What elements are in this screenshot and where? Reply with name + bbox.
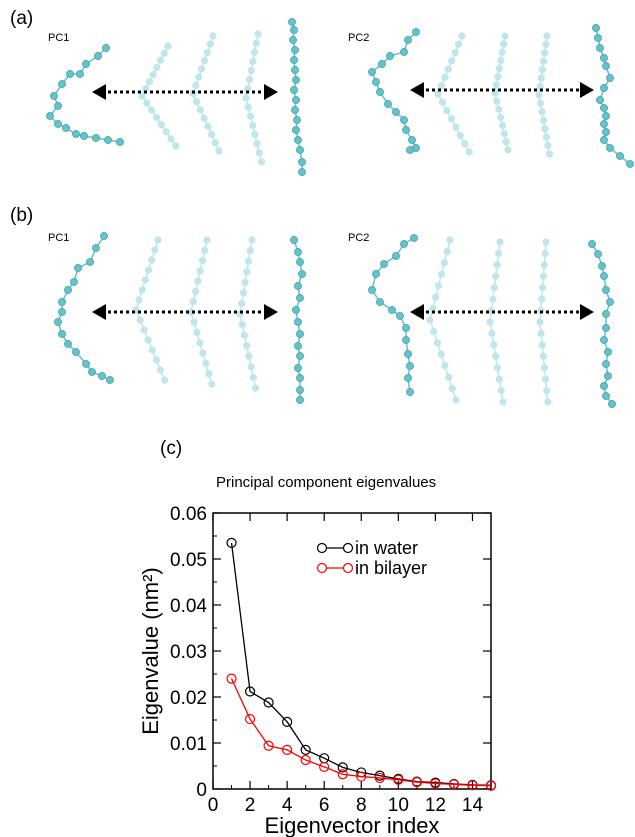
legend-marker xyxy=(316,542,328,554)
y-tick-label: 0.06 xyxy=(170,504,207,525)
data-point-bilayer xyxy=(337,769,348,780)
data-point-bilayer xyxy=(319,761,330,773)
arrow-a-pc2 xyxy=(410,82,594,98)
data-point-bilayer xyxy=(393,774,404,785)
data-point-bilayer xyxy=(300,754,311,766)
legend-label: in bilayer xyxy=(355,558,427,578)
chain-b-pc1-3 xyxy=(187,236,216,388)
y-tick-label: 0 xyxy=(196,780,207,801)
series-line-bilayer xyxy=(230,678,492,787)
panel-c-label: (c) xyxy=(160,438,183,459)
y-tick-label: 0.02 xyxy=(170,688,207,709)
data-point-bilayer xyxy=(467,780,478,791)
chain-a-pc1-2 xyxy=(138,42,180,150)
chain-b-pc2-2 xyxy=(426,236,460,404)
data-point-water xyxy=(263,697,274,708)
chain-a-pc2-3 xyxy=(491,32,512,154)
legend-marker xyxy=(316,562,328,574)
chain-a-pc2-4 xyxy=(535,32,554,158)
data-point-bilayer xyxy=(411,776,422,788)
panel-a-pc2-label: PC2 xyxy=(348,32,370,44)
y-tick-label: 0.05 xyxy=(170,550,207,571)
panel-a-pc1-label: PC1 xyxy=(48,32,70,44)
x-tick-label: 2 xyxy=(245,795,256,816)
data-point-bilayer xyxy=(244,713,256,725)
x-tick-label: 8 xyxy=(356,795,367,816)
chain-a-pc1-3 xyxy=(189,32,223,155)
chart-title: Principal component eigenvalues xyxy=(216,474,437,491)
data-point-water xyxy=(300,744,311,756)
chain-b-pc1-5 xyxy=(290,236,306,404)
data-point-bilayer xyxy=(430,778,441,789)
chain-b-pc1-1 xyxy=(54,232,114,384)
legend-marker xyxy=(342,542,354,554)
data-point-water xyxy=(282,716,293,727)
chain-a-pc1-1 xyxy=(46,44,124,146)
data-point-bilayer xyxy=(448,779,460,790)
x-tick-label: 14 xyxy=(462,795,484,816)
chain-b-pc2-3 xyxy=(486,238,507,406)
chain-b-pc2-1 xyxy=(368,234,418,396)
panel-b-label: (b) xyxy=(10,205,34,226)
data-point-bilayer xyxy=(485,780,497,791)
panel-b-pc2-label: PC2 xyxy=(348,232,370,244)
arrow-a-pc1 xyxy=(92,84,278,100)
x-tick-label: 12 xyxy=(425,795,446,816)
chain-b-pc2-5 xyxy=(588,240,616,408)
y-axis-label: Eigenvalue (nm²) xyxy=(138,567,163,735)
panel-a-label: (a) xyxy=(10,8,34,29)
chain-a-pc1-5 xyxy=(288,18,306,176)
data-point-water xyxy=(226,537,237,549)
data-point-bilayer xyxy=(226,673,237,684)
chain-a-pc1-4 xyxy=(242,30,266,166)
x-tick-label: 4 xyxy=(282,795,293,816)
data-point-bilayer xyxy=(282,744,293,756)
y-tick-label: 0.04 xyxy=(170,596,207,617)
data-point-water xyxy=(244,686,256,697)
y-tick-label: 0.03 xyxy=(170,642,207,663)
arrow-b-pc2 xyxy=(410,304,594,320)
data-point-bilayer xyxy=(374,772,385,784)
x-tick-label: 0 xyxy=(208,795,219,816)
x-tick-label: 10 xyxy=(388,795,409,816)
chain-b-pc2-4 xyxy=(536,238,552,406)
chain-b-pc1-2 xyxy=(132,236,169,384)
chain-a-pc2-1 xyxy=(368,28,420,154)
panel-b-pc1-label: PC1 xyxy=(48,232,70,244)
chain-a-pc2-5 xyxy=(592,24,634,168)
series-line-water xyxy=(230,542,492,786)
y-tick-label: 0.01 xyxy=(170,734,207,755)
data-point-water xyxy=(337,762,348,773)
chain-a-pc2-2 xyxy=(434,32,473,156)
x-axis-label: Eigenvector index xyxy=(265,813,440,837)
plot-frame xyxy=(212,512,492,790)
arrow-b-pc1 xyxy=(92,304,278,320)
pc-mode-illustrations xyxy=(46,18,634,408)
legend-marker xyxy=(342,562,354,574)
x-tick-label: 6 xyxy=(319,795,330,816)
data-point-bilayer xyxy=(263,740,274,751)
legend-label: in water xyxy=(355,538,418,558)
data-point-bilayer xyxy=(356,771,367,782)
